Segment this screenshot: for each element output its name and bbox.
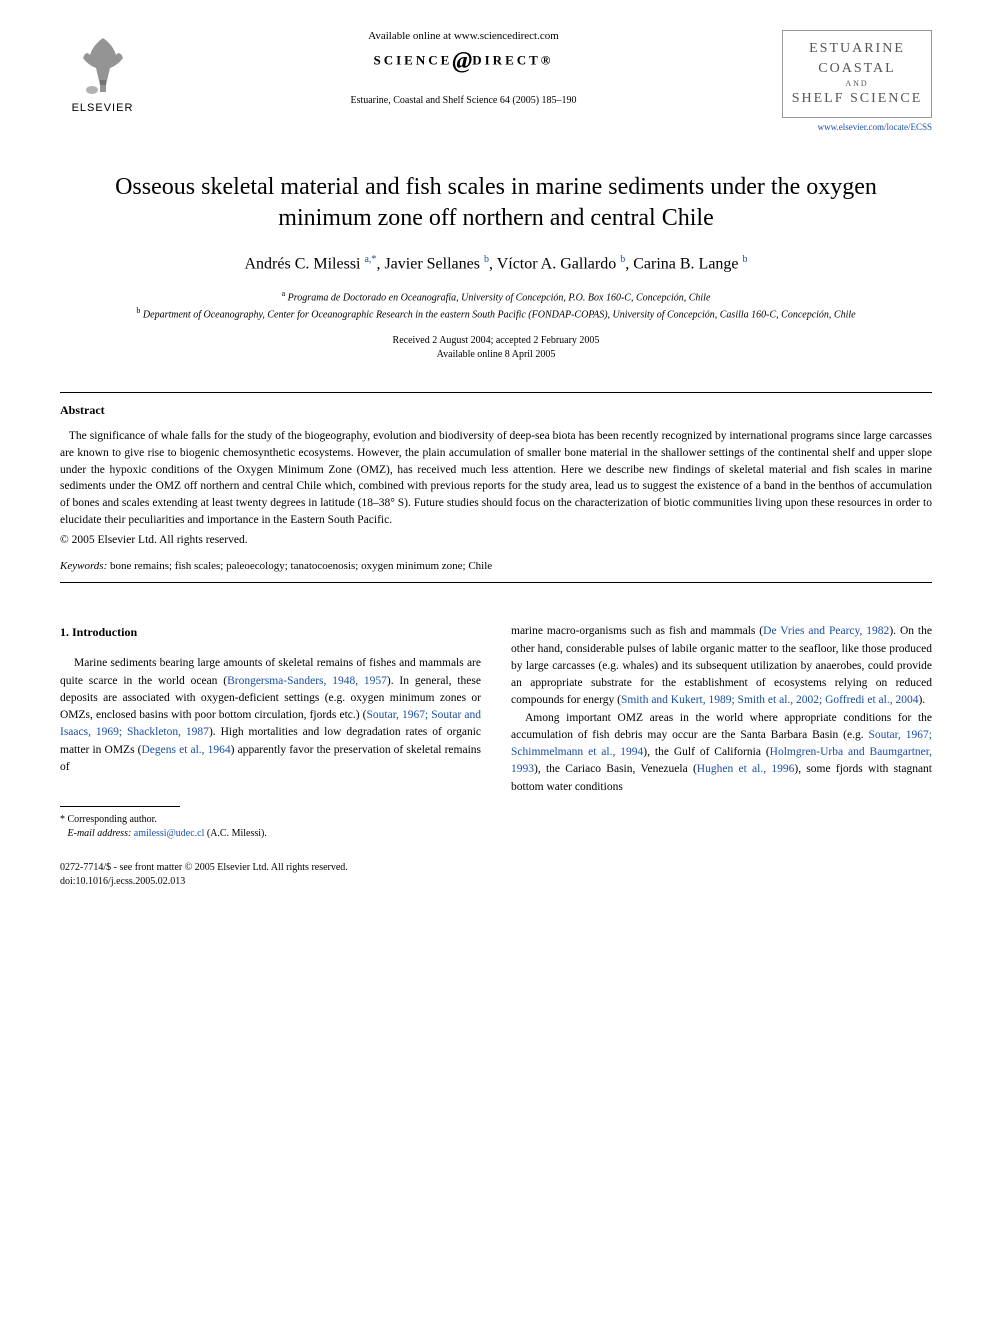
header-center: Available online at www.sciencedirect.co… [145,30,782,106]
affiliations: a Programa de Doctorado en Oceanografía,… [60,288,932,323]
body-columns: 1. Introduction Marine sediments bearing… [60,623,932,841]
received-date: Received 2 August 2004; accepted 2 Febru… [393,335,600,346]
sd-at-icon: @ [452,48,472,74]
article-title: Osseous skeletal material and fish scale… [90,172,902,234]
header-row: ELSEVIER Available online at www.science… [60,30,932,132]
author-3: Víctor A. Gallardo [497,256,617,273]
author-1: Andrés C. Milessi [244,256,360,273]
available-online-text: Available online at www.sciencedirect.co… [165,30,762,42]
author-4: Carina B. Lange [633,256,738,273]
keywords-label: Keywords: [60,560,107,572]
author-4-sup: b [743,254,748,265]
author-2-sup: b [484,254,489,265]
dates-block: Received 2 August 2004; accepted 2 Febru… [60,334,932,362]
journal-logo-container: ESTUARINE COASTAL AND SHELF SCIENCE www.… [782,30,932,132]
citation-link[interactable]: Brongersma-Sanders, 1948, 1957 [227,675,387,687]
intro-heading: 1. Introduction [60,623,481,641]
affil-b-text: Department of Oceanography, Center for O… [143,309,856,320]
elsevier-logo: ELSEVIER [60,30,145,114]
footer-divider [60,806,180,807]
authors-line: Andrés C. Milessi a,*, Javier Sellanes b… [60,254,932,273]
journal-logo-line3: SHELF SCIENCE [787,89,927,109]
keywords-text: bone remains; fish scales; paleoecology;… [107,560,492,572]
journal-logo-line1: ESTUARINE [787,39,927,59]
journal-logo: ESTUARINE COASTAL AND SHELF SCIENCE [782,30,932,118]
email-label: E-mail address: [68,828,132,839]
sd-prefix: SCIENCE [373,52,452,67]
abstract-heading: Abstract [60,403,932,418]
intro-p2: marine macro-organisms such as fish and … [511,623,932,709]
citation-link[interactable]: Degens et al., 1964 [142,744,231,756]
journal-citation: Estuarine, Coastal and Shelf Science 64 … [165,95,762,106]
science-direct-logo: SCIENCE@DIRECT® [165,48,762,75]
author-1-sup: a,* [364,254,376,265]
divider-top [60,392,932,393]
citation-link[interactable]: Hughen et al., 1996 [697,763,795,775]
elsevier-tree-icon [68,30,138,100]
affil-b-sup: b [136,306,140,315]
sd-suffix: DIRECT® [472,52,553,67]
journal-logo-line2: COASTAL [787,59,927,79]
journal-url[interactable]: www.elsevier.com/locate/ECSS [782,122,932,132]
affil-a-text: Programa de Doctorado en Oceanografía, U… [288,292,711,303]
affil-a-sup: a [282,289,286,298]
abstract-content: The significance of whale falls for the … [60,430,932,525]
keywords-line: Keywords: bone remains; fish scales; pal… [60,560,932,572]
divider-bottom [60,582,932,583]
intro-p1: Marine sediments bearing large amounts o… [60,655,481,776]
author-3-sup: b [620,254,625,265]
doi-line: doi:10.1016/j.ecss.2005.02.013 [60,876,185,887]
author-2: Javier Sellanes [384,256,480,273]
elsevier-label: ELSEVIER [72,102,134,114]
left-column: 1. Introduction Marine sediments bearing… [60,623,481,841]
intro-p3: Among important OMZ areas in the world w… [511,710,932,796]
citation-link[interactable]: De Vries and Pearcy, 1982 [763,625,889,637]
citation-link[interactable]: Smith and Kukert, 1989; Smith et al., 20… [621,694,918,706]
issn-line: 0272-7714/$ - see front matter © 2005 El… [60,862,348,873]
corresponding-author: * Corresponding author. E-mail address: … [60,813,481,841]
abstract-copyright: © 2005 Elsevier Ltd. All rights reserved… [60,534,932,546]
right-column: marine macro-organisms such as fish and … [511,623,932,841]
online-date: Available online 8 April 2005 [437,349,556,360]
journal-logo-and: AND [787,78,927,89]
email-link[interactable]: amilessi@udec.cl [134,828,205,839]
email-attribution: (A.C. Milessi). [204,828,267,839]
bottom-info: 0272-7714/$ - see front matter © 2005 El… [60,861,932,889]
abstract-text: The significance of whale falls for the … [60,428,932,528]
corresponding-label: * Corresponding author. [60,814,157,825]
